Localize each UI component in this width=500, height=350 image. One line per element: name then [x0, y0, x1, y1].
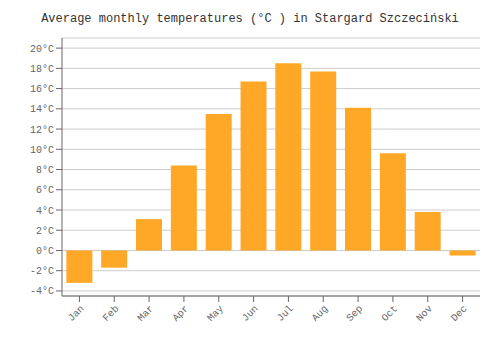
svg-text:4°C: 4°C	[36, 206, 54, 217]
svg-text:-2°C: -2°C	[30, 266, 54, 277]
svg-text:Jul: Jul	[275, 303, 296, 324]
svg-text:May: May	[205, 303, 226, 324]
svg-text:Sep: Sep	[345, 303, 366, 324]
svg-text:Oct: Oct	[380, 303, 401, 324]
svg-text:6°C: 6°C	[36, 185, 54, 196]
svg-text:2°C: 2°C	[36, 226, 54, 237]
svg-text:Dec: Dec	[449, 303, 470, 324]
svg-text:Nov: Nov	[414, 303, 435, 324]
html-text:Average monthly temperatures (: Average monthly temperatures (°C ) in St…	[41, 12, 459, 26]
svg-text:20°C: 20°C	[30, 44, 54, 55]
svg-text:18°C: 18°C	[30, 64, 54, 75]
svg-text:Apr: Apr	[171, 303, 192, 324]
svg-text:12°C: 12°C	[30, 125, 54, 136]
svg-text:Jun: Jun	[240, 303, 261, 324]
svg-text:10°C: 10°C	[30, 145, 54, 156]
svg-text:Jan: Jan	[66, 303, 87, 324]
svg-text:Mar: Mar	[136, 303, 157, 324]
svg-text:14°C: 14°C	[30, 104, 54, 115]
svg-text:Aug: Aug	[310, 303, 331, 324]
svg-text:0°C: 0°C	[36, 246, 54, 257]
svg-text:-4°C: -4°C	[30, 286, 54, 297]
svg-text:8°C: 8°C	[36, 165, 54, 176]
svg-text:Feb: Feb	[101, 303, 122, 324]
svg-text:16°C: 16°C	[30, 84, 54, 95]
